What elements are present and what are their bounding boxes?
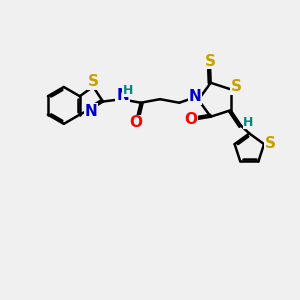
Text: O: O: [129, 116, 142, 130]
Text: H: H: [123, 84, 133, 97]
Text: O: O: [184, 112, 198, 127]
Text: S: S: [265, 136, 275, 151]
Text: N: N: [116, 88, 129, 103]
Text: N: N: [84, 104, 97, 119]
Text: S: S: [205, 54, 216, 69]
Text: H: H: [243, 116, 254, 129]
Text: S: S: [230, 80, 242, 94]
Text: N: N: [188, 89, 201, 104]
Text: S: S: [88, 74, 99, 89]
